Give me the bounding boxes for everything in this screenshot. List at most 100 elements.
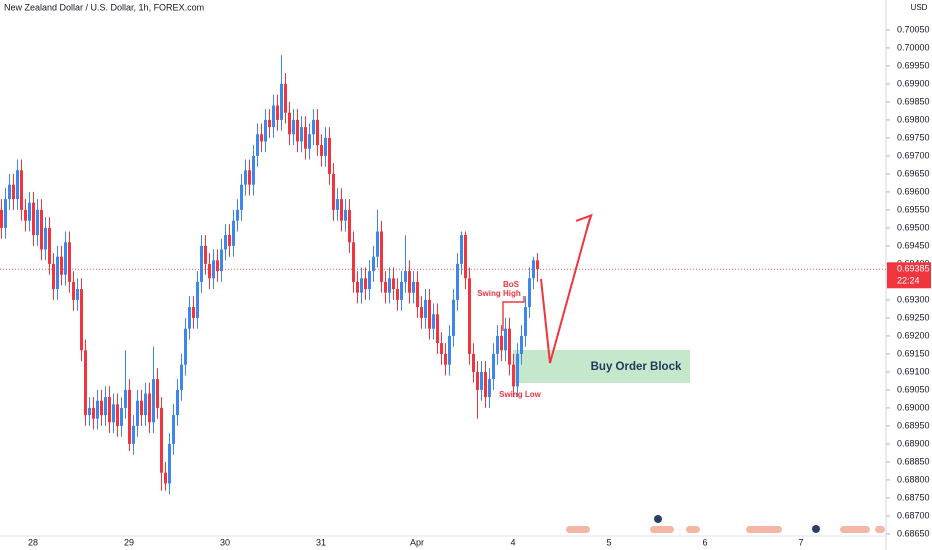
y-tick-label: 0.68750 xyxy=(897,492,930,502)
candles xyxy=(0,55,539,495)
y-tick-label: 0.68650 xyxy=(897,528,930,538)
candle-body xyxy=(404,271,407,282)
candle-body xyxy=(100,400,103,416)
candle-body xyxy=(292,119,295,135)
x-tick-label: Apr xyxy=(410,537,424,547)
y-tick-label: 0.68700 xyxy=(897,510,930,520)
x-tick-label: 31 xyxy=(316,537,326,547)
candle-body xyxy=(48,227,51,264)
y-tick-label: 0.70000 xyxy=(897,42,930,52)
candle-body xyxy=(512,364,515,387)
candle-body xyxy=(56,256,59,290)
candle-body xyxy=(44,227,47,250)
candle-body xyxy=(104,397,107,416)
candle-body xyxy=(500,335,503,351)
candle-body xyxy=(436,314,439,344)
drawings: BoS Swing High Swing Low xyxy=(477,213,593,399)
candle-body xyxy=(268,119,271,128)
candle-body xyxy=(372,256,375,272)
candle-body xyxy=(336,199,339,210)
candle-body xyxy=(240,184,243,210)
candle-body xyxy=(260,134,263,142)
candle-body xyxy=(40,209,43,250)
candle-body xyxy=(520,335,523,354)
candle-body xyxy=(192,307,195,318)
chart-title: New Zealand Dollar / U.S. Dollar, 1h, FO… xyxy=(4,2,204,12)
candle-body xyxy=(224,235,227,250)
candle-body xyxy=(468,278,471,354)
x-tick-label: 29 xyxy=(124,537,134,547)
candle-body xyxy=(480,371,483,390)
candle-body xyxy=(12,184,15,200)
candle-body xyxy=(388,278,391,293)
y-tick-label: 0.69050 xyxy=(897,384,930,394)
candle-body xyxy=(380,231,383,282)
y-tick-label: 0.68900 xyxy=(897,438,930,448)
candle-body xyxy=(408,271,411,293)
candle-body xyxy=(440,343,443,354)
candle-body xyxy=(128,389,131,444)
candle-body xyxy=(24,209,27,221)
candle-body xyxy=(432,314,435,329)
y-tick-label: 0.68850 xyxy=(897,456,930,466)
y-tick-label: 0.69300 xyxy=(897,294,930,304)
y-tick-label: 0.69150 xyxy=(897,348,930,358)
event-icon xyxy=(875,526,885,533)
candle-body xyxy=(308,134,311,149)
y-tick-label: 0.69200 xyxy=(897,330,930,340)
candle-body xyxy=(352,242,355,282)
candle-body xyxy=(356,281,359,293)
candle-body xyxy=(284,83,287,113)
candle-body xyxy=(324,137,327,156)
candle-body xyxy=(412,281,415,293)
candle-body xyxy=(472,353,475,372)
candle-body xyxy=(60,256,63,275)
candle-body xyxy=(16,170,19,200)
candle-body xyxy=(532,260,535,279)
candle-body xyxy=(208,263,211,279)
candle-body xyxy=(400,281,403,300)
x-tick-label: 7 xyxy=(798,537,803,547)
order-block-label: Buy Order Block xyxy=(591,361,682,373)
candle-body xyxy=(504,328,507,351)
candle-body xyxy=(88,407,91,416)
candle-body xyxy=(188,307,191,329)
currency-label: USD xyxy=(911,3,928,12)
candle-body xyxy=(516,353,519,387)
candle-body xyxy=(112,404,115,423)
candle-body xyxy=(120,407,123,426)
y-tick-label: 0.69250 xyxy=(897,312,930,322)
candle-body xyxy=(484,371,487,398)
candle-body xyxy=(172,415,175,444)
y-tick-label: 0.69900 xyxy=(897,78,930,88)
candle-body xyxy=(452,299,455,336)
candle-body xyxy=(108,397,111,423)
candle-body xyxy=(96,400,99,419)
x-tick-label: 4 xyxy=(510,537,515,547)
y-tick-label: 0.69500 xyxy=(897,222,930,232)
swing-high-label: Swing High xyxy=(477,289,521,298)
candle-body xyxy=(364,278,367,290)
candle-body xyxy=(272,105,275,128)
candle-body xyxy=(456,263,459,300)
candle-body xyxy=(236,209,239,221)
candle-body xyxy=(148,393,151,423)
candle-body xyxy=(360,278,363,293)
order-block-zone xyxy=(513,350,690,383)
candle-body xyxy=(376,231,379,257)
candle-body xyxy=(0,209,3,228)
event-icon xyxy=(840,526,870,533)
candle-body xyxy=(160,407,163,473)
candle-body xyxy=(140,400,143,416)
candle-body xyxy=(344,209,347,221)
candle-body xyxy=(416,281,419,308)
candle-body xyxy=(228,235,231,246)
candle-body xyxy=(460,235,463,264)
candle-body xyxy=(496,335,499,354)
annotation-layer: Buy Order Block xyxy=(513,350,690,383)
candle-body xyxy=(300,127,303,142)
candle-body xyxy=(232,220,235,246)
candle-body xyxy=(80,289,83,351)
y-tick-label: 0.69550 xyxy=(897,204,930,214)
